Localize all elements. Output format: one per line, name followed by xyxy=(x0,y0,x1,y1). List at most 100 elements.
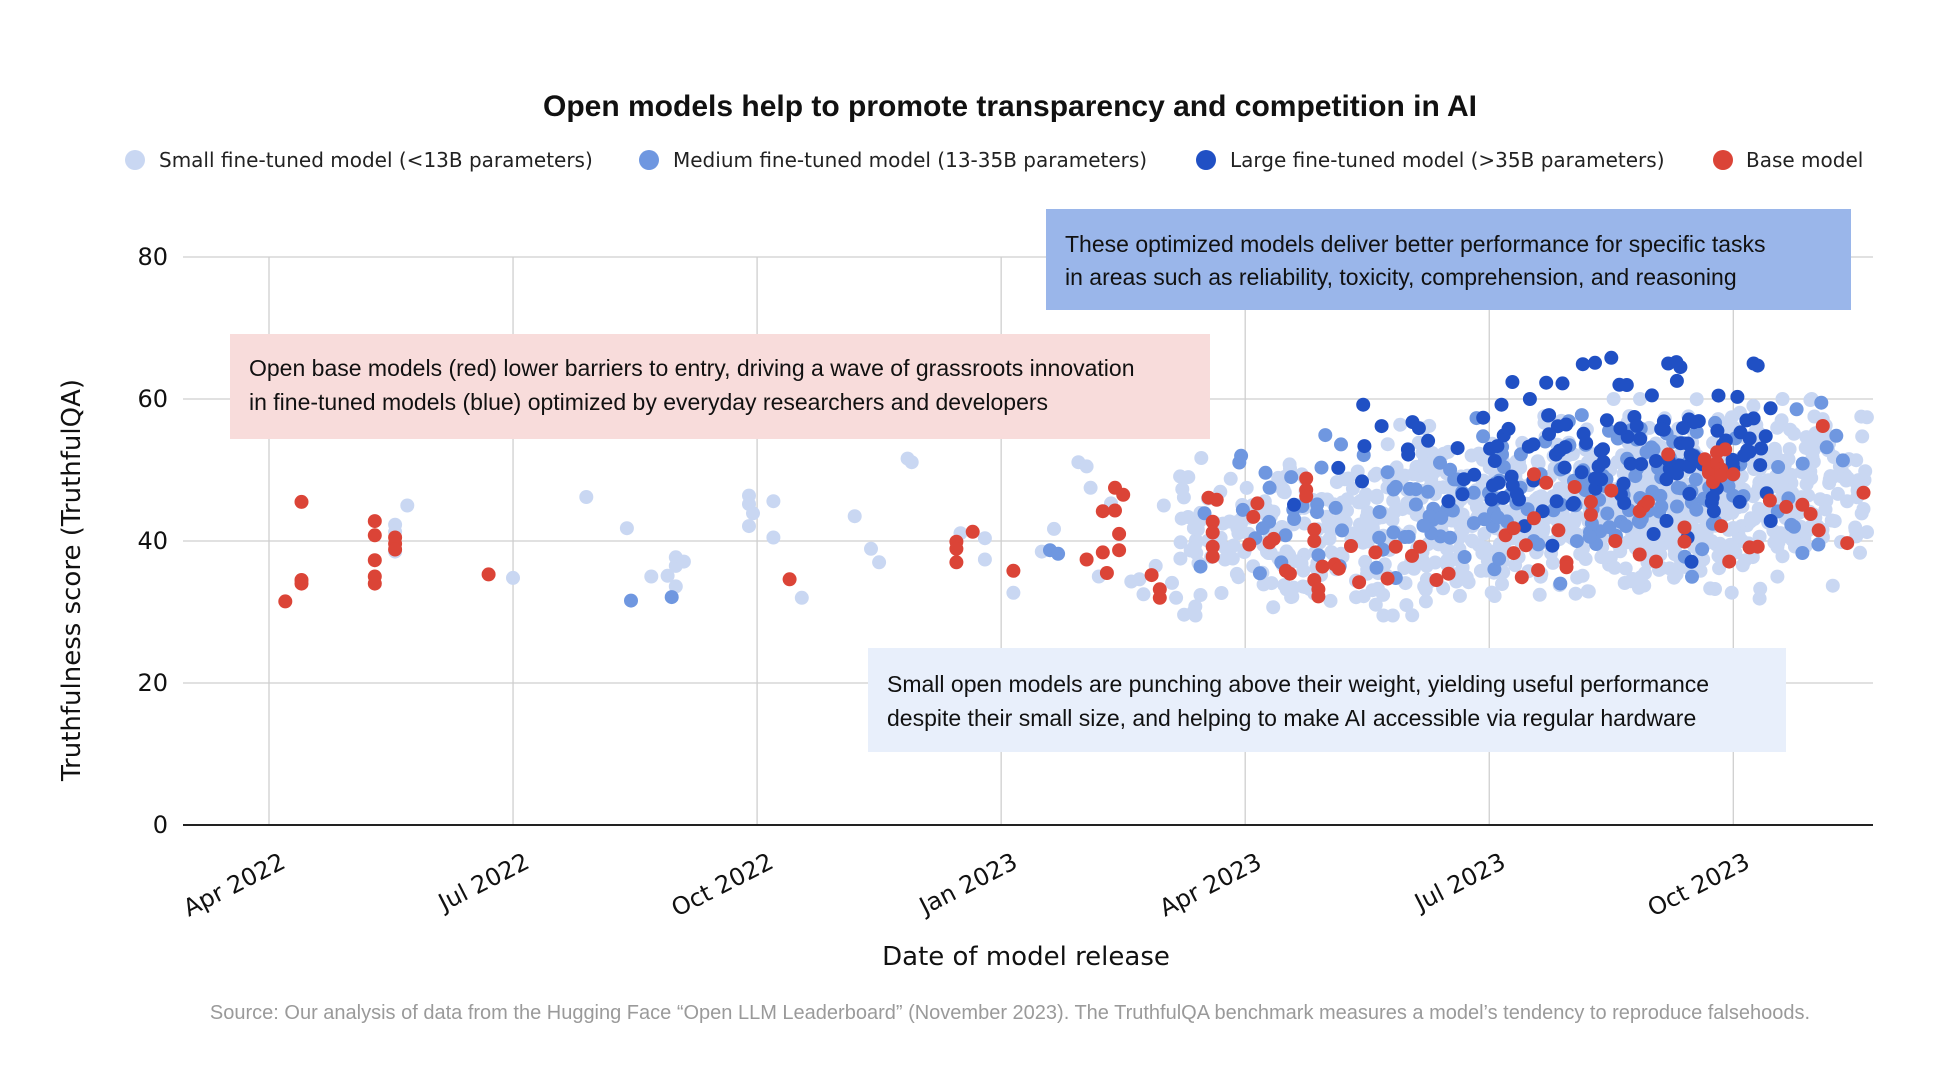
small-model-point xyxy=(746,506,760,521)
small-model-point xyxy=(1508,558,1523,573)
medium-model-point xyxy=(1811,537,1826,552)
small-model-point xyxy=(1369,488,1384,503)
large-model-point xyxy=(1555,376,1570,391)
small-model-point xyxy=(1536,521,1551,536)
medium-model-point xyxy=(1639,445,1654,459)
base-model-point xyxy=(1518,538,1533,553)
large-model-point xyxy=(1649,454,1663,468)
large-model-point xyxy=(1512,492,1526,507)
medium-model-point xyxy=(1466,485,1481,500)
large-model-point xyxy=(1684,554,1699,569)
large-model-point xyxy=(1467,467,1482,482)
base-model-point xyxy=(1307,534,1322,548)
base-model-point xyxy=(1661,447,1676,462)
y-tick-label: 0 xyxy=(153,811,168,839)
large-model-point xyxy=(1487,454,1502,468)
small-model-point xyxy=(1263,546,1278,560)
legend-swatch-large xyxy=(1196,150,1216,170)
small-model-point xyxy=(1767,441,1782,456)
small-model-point xyxy=(1752,591,1767,606)
y-tick-label: 20 xyxy=(137,669,168,697)
large-model-point xyxy=(1421,433,1436,448)
small-model-point xyxy=(1083,480,1098,495)
medium-model-point xyxy=(1335,523,1349,538)
large-model-point xyxy=(1619,378,1634,392)
large-model-point xyxy=(1491,475,1506,490)
large-model-point xyxy=(1613,421,1628,436)
small-model-point xyxy=(1807,409,1822,424)
base-model-point xyxy=(1726,467,1741,482)
base-model-point xyxy=(1405,548,1419,563)
small-model-point xyxy=(1223,471,1238,486)
base-model-point xyxy=(1368,545,1383,560)
medium-model-point xyxy=(1477,512,1492,527)
base-model-point xyxy=(1380,571,1395,586)
base-model-point xyxy=(1527,467,1541,482)
base-model-point xyxy=(1551,523,1566,538)
medium-model-point xyxy=(1492,551,1507,566)
small-model-point xyxy=(1487,589,1502,603)
small-model-point xyxy=(1464,448,1479,463)
annotation-base-models-line-1: Open base models (red) lower barriers to… xyxy=(249,355,1135,381)
medium-model-point xyxy=(1258,465,1273,480)
legend-item-large[interactable]: Large fine-tuned model (>35B parameters) xyxy=(1196,148,1665,172)
base-model-point xyxy=(1108,503,1122,518)
legend-item-medium[interactable]: Medium fine-tuned model (13-35B paramete… xyxy=(639,148,1147,172)
small-model-point xyxy=(1294,556,1309,571)
base-model-point xyxy=(1608,534,1623,548)
base-model-point xyxy=(1531,563,1546,578)
small-model-point xyxy=(1194,451,1209,465)
x-tick-label: Apr 2023 xyxy=(1155,847,1266,922)
large-model-point xyxy=(1287,497,1301,512)
medium-model-point xyxy=(1628,469,1643,484)
medium-model-point xyxy=(1795,546,1810,560)
base-model-point xyxy=(1714,468,1729,483)
large-model-point xyxy=(1484,492,1499,507)
large-model-point xyxy=(1517,519,1532,534)
large-model-point xyxy=(1680,436,1695,451)
small-model-point xyxy=(1323,593,1338,608)
base-model-point xyxy=(1750,539,1765,554)
large-model-point xyxy=(1331,460,1346,475)
large-model-point xyxy=(1455,487,1470,502)
small-model-point xyxy=(1188,608,1203,623)
legend-swatch-medium xyxy=(639,150,659,170)
medium-model-point xyxy=(1443,530,1458,545)
base-model-point xyxy=(1632,547,1647,562)
small-model-point xyxy=(904,455,919,470)
large-model-point xyxy=(1559,417,1574,432)
small-model-point xyxy=(1132,572,1147,587)
small-model-point xyxy=(1857,473,1872,487)
large-model-point xyxy=(1753,458,1768,473)
base-model-point xyxy=(1344,539,1358,553)
small-model-point xyxy=(1712,561,1727,576)
small-model-point xyxy=(1633,392,1647,406)
base-model-point xyxy=(388,542,403,557)
large-model-point xyxy=(1504,469,1519,484)
small-model-point xyxy=(1724,585,1739,600)
small-model-point xyxy=(1368,597,1383,612)
base-model-point xyxy=(1144,568,1159,583)
large-model-point xyxy=(1476,410,1491,425)
small-model-point xyxy=(1175,482,1190,497)
medium-model-point xyxy=(1819,440,1834,455)
medium-model-point xyxy=(1433,455,1447,470)
annotation-optimized-line-2: in areas such as reliability, toxicity, … xyxy=(1065,264,1737,290)
large-model-point xyxy=(1687,415,1701,430)
small-model-point xyxy=(1746,489,1761,504)
legend-item-base[interactable]: Base model xyxy=(1713,148,1863,172)
medium-model-point xyxy=(1255,521,1270,536)
small-model-point xyxy=(1859,410,1874,425)
small-model-point xyxy=(1528,493,1543,507)
large-model-point xyxy=(1659,472,1674,487)
small-model-point xyxy=(1156,498,1171,513)
base-model-point xyxy=(1840,536,1855,551)
base-model-point xyxy=(1559,560,1574,575)
large-model-point xyxy=(1669,373,1684,388)
base-model-point xyxy=(782,572,797,587)
large-model-point xyxy=(1623,456,1638,471)
y-axis-label: Truthfulness score (TruthfulQA) xyxy=(57,379,87,782)
base-model-point xyxy=(1209,492,1224,507)
legend-item-small[interactable]: Small fine-tuned model (<13B parameters) xyxy=(125,148,593,172)
x-tick-label: Apr 2022 xyxy=(179,847,290,922)
